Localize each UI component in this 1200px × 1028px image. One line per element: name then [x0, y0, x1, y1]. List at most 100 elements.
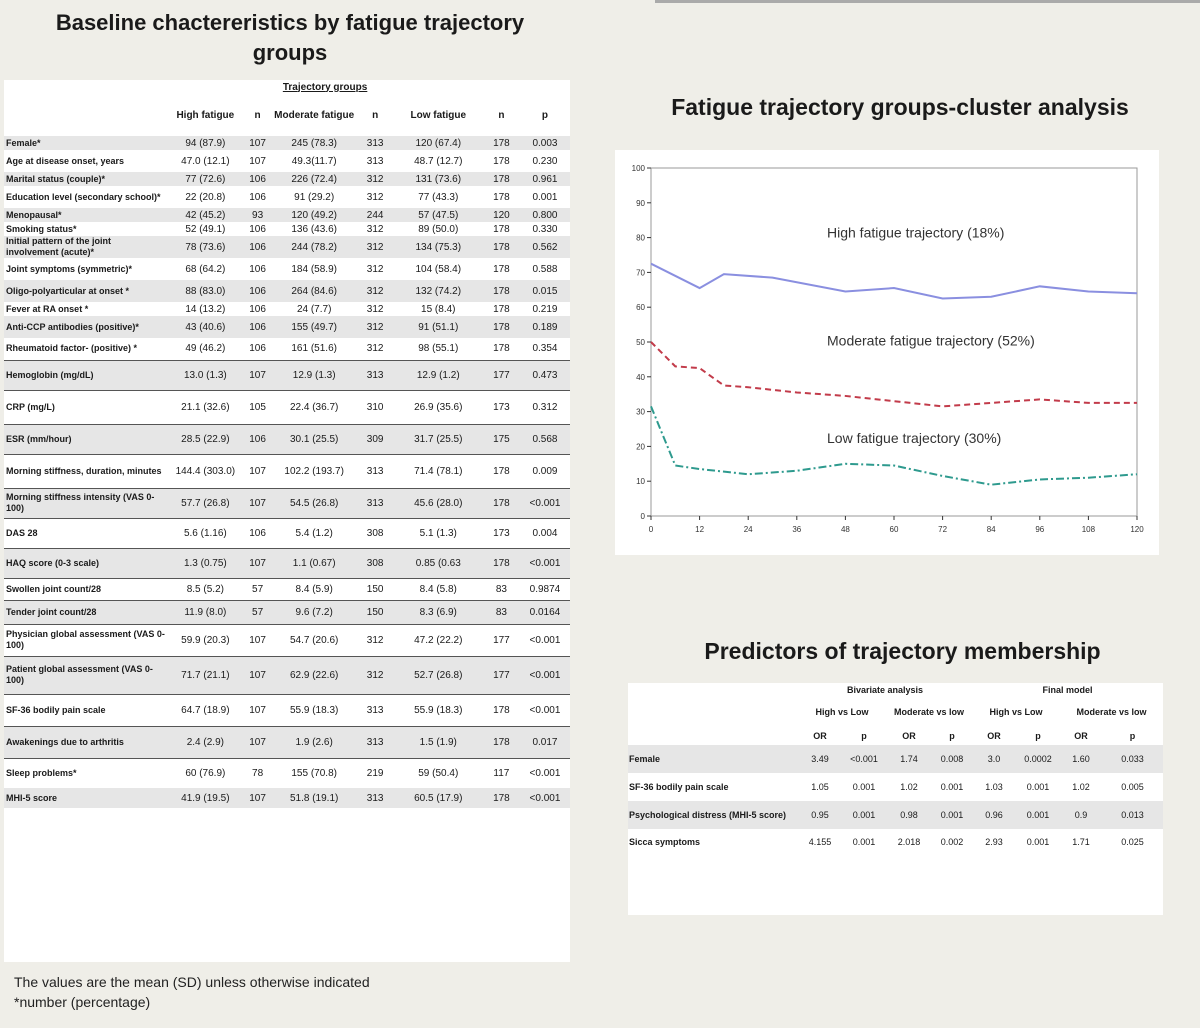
col-low-fatigue: Low fatigue: [410, 109, 467, 121]
row-label: Menopausal*: [4, 208, 168, 222]
cell-value: 312: [366, 191, 384, 203]
cell-value: 308: [356, 547, 394, 578]
cell-value: 14 (13.2): [185, 303, 226, 315]
cell-value: 59.9 (20.3): [167, 623, 244, 656]
cell-value: 155 (70.8): [271, 757, 357, 788]
cell-value: 0.98: [886, 801, 932, 829]
cell-value: 0.85 (0.63: [393, 547, 483, 578]
row-label: Education level (secondary school)*: [6, 191, 161, 202]
table-row: Oligo-polyarticular at onset * 88 (83.0) 1…: [4, 280, 570, 302]
row-label: Female*: [4, 136, 168, 150]
table-row: Hemoglobin (mg/dL) 13.0 (1.3) 107 12.9 (1.3…: [4, 359, 570, 390]
table-row: Menopausal* 42 (45.2) 93 120 (49.2) 244 57 (4…: [4, 208, 570, 222]
table-row: Sicca symptoms 4.155 0.001 2.018 0.002 2.93 0.…: [628, 829, 1163, 855]
cell-value: 106: [243, 236, 272, 258]
cell-value: 52.7 (26.8): [393, 655, 483, 694]
table-row: Tender joint count/28 11.9 (8.0) 57 9.6 (7.…: [4, 599, 570, 624]
top-divider: [655, 0, 1200, 3]
stat-label-row: OR p OR p OR p OR p: [628, 727, 1163, 745]
cell-value: 106: [249, 191, 266, 203]
cell-value: 107: [243, 453, 272, 488]
table-row: Fever at RA onset * 14 (13.2) 106 24 (7.7) 3…: [4, 302, 570, 316]
table-row: DAS 28 5.6 (1.16) 106 5.4 (1.2) 308 5.1 (1.3)…: [4, 517, 570, 548]
cell-value: 0.001: [1026, 781, 1050, 792]
cell-value: 0.961: [519, 172, 570, 186]
cell-value: 0.189: [519, 316, 570, 338]
cell-value: 120 (49.2): [271, 208, 357, 222]
cell-value: 0.001: [932, 801, 972, 829]
row-label: CRP (mg/L): [4, 389, 168, 424]
cell-value: <0.001: [519, 623, 570, 656]
table-row: Anti-CCP antibodies (positive)* 43 (40.6)…: [4, 316, 570, 338]
col-high-fatigue: High fatigue: [176, 109, 235, 121]
cell-value: <0.001: [519, 693, 570, 726]
cell-value: 106: [249, 303, 266, 315]
cell-value: 219: [356, 757, 394, 788]
cell-value: 0.017: [519, 725, 570, 758]
row-label: Morning stiffness, duration, minutes: [4, 453, 168, 488]
cell-value: 312: [356, 280, 394, 302]
cell-value: 244 (78.2): [271, 236, 357, 258]
stat-label: p: [861, 730, 867, 741]
cell-value: 47.2 (22.2): [393, 623, 483, 656]
table-row: Morning stiffness, duration, minutes 144.…: [4, 453, 570, 488]
cell-value: 60 (76.9): [167, 757, 244, 788]
row-label: Anti-CCP antibodies (positive)*: [4, 316, 168, 338]
row-label: Sleep problems*: [4, 757, 168, 788]
table-row: CRP (mg/L) 21.1 (32.6) 105 22.4 (36.7) 310 26…: [4, 389, 570, 424]
cell-value: 0.330: [532, 223, 558, 235]
cell-value: 178: [482, 693, 520, 726]
cell-value: 102.2 (193.7): [271, 453, 357, 488]
row-label: DAS 28: [4, 517, 168, 548]
row-label: Fever at RA onset *: [6, 303, 89, 314]
cell-value: 83: [482, 599, 520, 624]
cell-value: 178: [493, 155, 510, 167]
table-row: Sleep problems* 60 (76.9) 78 155 (70.8) 219 5…: [4, 757, 570, 788]
series-line-2: [650, 406, 1138, 486]
cell-value: 178: [493, 343, 510, 355]
cell-value: 134 (75.3): [393, 236, 483, 258]
cell-value: 173: [482, 389, 520, 424]
table-row: Education level (secondary school)* 22 (2…: [4, 186, 570, 208]
cell-value: 0.001: [1026, 836, 1050, 847]
row-label: Initial pattern of the joint involvement…: [4, 236, 168, 258]
col-p: p: [541, 109, 548, 121]
cell-value: 41.9 (19.5): [167, 788, 244, 808]
cell-value: 178: [493, 263, 510, 275]
cell-value: 64.7 (18.9): [167, 693, 244, 726]
row-label: MHI-5 score: [4, 788, 168, 808]
cell-value: 178: [482, 547, 520, 578]
cell-value: 1.5 (1.9): [393, 725, 483, 758]
row-label: SF-36 bodily pain scale: [4, 693, 168, 726]
cell-value: 5.6 (1.16): [167, 517, 244, 548]
cell-value: 177: [482, 359, 520, 390]
cell-value: 312: [366, 223, 384, 235]
x-tick-label: 36: [792, 525, 801, 534]
cell-value: 11.9 (8.0): [167, 599, 244, 624]
stat-label: OR: [987, 730, 1001, 741]
cell-value: 47.0 (12.1): [181, 155, 230, 167]
cell-value: 0.95: [798, 801, 842, 829]
trajectory-line-chart: 0 10 20 30 40 50 60 70 80 90 100 0 12 24 36 48 60 72 84 96 1…: [632, 164, 1145, 534]
table-row: MHI-5 score 41.9 (19.5) 107 51.8 (19.1) 313 6…: [4, 788, 570, 808]
cell-value: 144.4 (303.0): [167, 453, 244, 488]
stat-label: OR: [902, 730, 916, 741]
x-tick-label: 120: [1130, 525, 1144, 534]
cell-value: 8.3 (6.9): [393, 599, 483, 624]
table-row: SF-36 bodily pain scale 1.05 0.001 1.02 0.00…: [628, 773, 1163, 801]
table-row: Swollen joint count/28 8.5 (5.2) 57 8.4 (5.…: [4, 577, 570, 600]
y-tick-label: 70: [636, 268, 645, 277]
baseline-column-headers: High fatigue n Moderate fatigue n Low fa…: [4, 94, 570, 136]
cell-value: 42 (45.2): [167, 208, 244, 222]
stat-label: p: [1129, 730, 1136, 741]
cell-value: 178: [482, 725, 520, 758]
cell-value: 88 (83.0): [167, 280, 244, 302]
cell-value: 0.001: [532, 191, 558, 203]
cell-value: 312: [366, 263, 384, 275]
cell-value: 0.013: [1102, 801, 1164, 829]
col-n: n: [254, 109, 261, 121]
cell-value: 0.008: [932, 745, 972, 773]
row-label: Marital status (couple)*: [4, 172, 168, 186]
y-tick-label: 50: [636, 338, 645, 347]
table-row: Smoking status* 52 (49.1) 106 136 (43.6) 312…: [4, 222, 570, 236]
